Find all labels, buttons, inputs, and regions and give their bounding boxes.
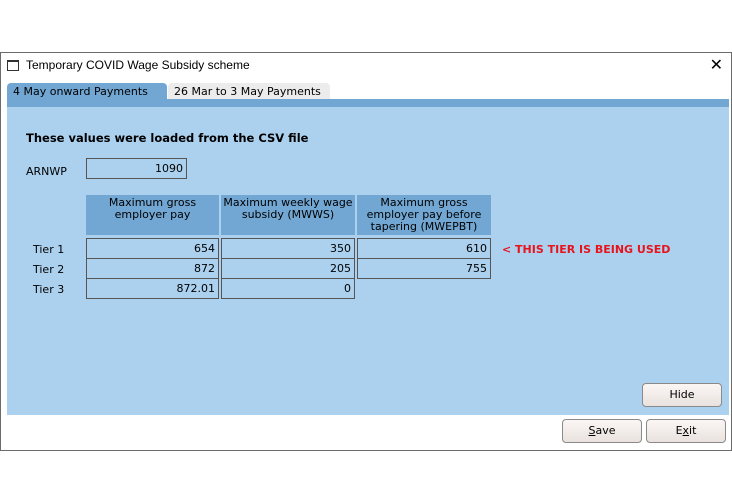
- exit-accelerator: x: [682, 424, 690, 437]
- tier3-mwws[interactable]: 0: [221, 278, 355, 299]
- column-header-mwepbt: Maximum gross employer pay before taperi…: [357, 195, 491, 235]
- tier1-max-gross-pay[interactable]: 654: [86, 238, 219, 259]
- title-bar: Temporary COVID Wage Subsidy scheme ✕: [1, 53, 731, 79]
- tab-panel: These values were loaded from the CSV fi…: [7, 107, 729, 415]
- app-window-icon: [7, 60, 19, 71]
- close-icon[interactable]: ✕: [709, 55, 723, 74]
- tier3-max-gross-pay[interactable]: 872.01: [86, 278, 219, 299]
- row-label-tier-2: Tier 2: [33, 263, 65, 276]
- column-header-mwws: Maximum weekly wage subsidy (MWWS): [221, 195, 355, 235]
- exit-label-rest: it: [689, 424, 697, 437]
- column-header-max-gross-pay: Maximum gross employer pay: [86, 195, 219, 235]
- save-accelerator: S: [588, 424, 596, 437]
- tier2-mwws[interactable]: 205: [221, 258, 355, 279]
- tier2-max-gross-pay[interactable]: 872: [86, 258, 219, 279]
- save-label-rest: ave: [595, 424, 616, 437]
- tier1-mwepbt[interactable]: 610: [357, 238, 491, 259]
- save-button[interactable]: Save: [562, 419, 642, 443]
- tier2-mwepbt[interactable]: 755: [357, 258, 491, 279]
- dialog-window: Temporary COVID Wage Subsidy scheme ✕ 4 …: [0, 52, 732, 451]
- section-heading: These values were loaded from the CSV fi…: [26, 131, 309, 145]
- row-label-tier-1: Tier 1: [33, 243, 65, 256]
- exit-label-pre: E: [675, 424, 683, 437]
- tier1-mwws[interactable]: 350: [221, 238, 355, 259]
- tab-26-mar-to-3-may[interactable]: 26 Mar to 3 May Payments: [168, 83, 330, 100]
- tab-4-may-onward[interactable]: 4 May onward Payments: [7, 83, 167, 100]
- hide-button[interactable]: Hide: [642, 383, 722, 407]
- row-label-tier-3: Tier 3: [33, 283, 65, 296]
- arnwp-label: ARNWP: [26, 165, 67, 178]
- tier-in-use-warning: < THIS TIER IS BEING USED: [502, 243, 671, 256]
- arnwp-field[interactable]: 1090: [86, 158, 187, 179]
- window-title: Temporary COVID Wage Subsidy scheme: [26, 58, 250, 72]
- tab-strip: [7, 99, 729, 107]
- exit-button[interactable]: Exit: [646, 419, 726, 443]
